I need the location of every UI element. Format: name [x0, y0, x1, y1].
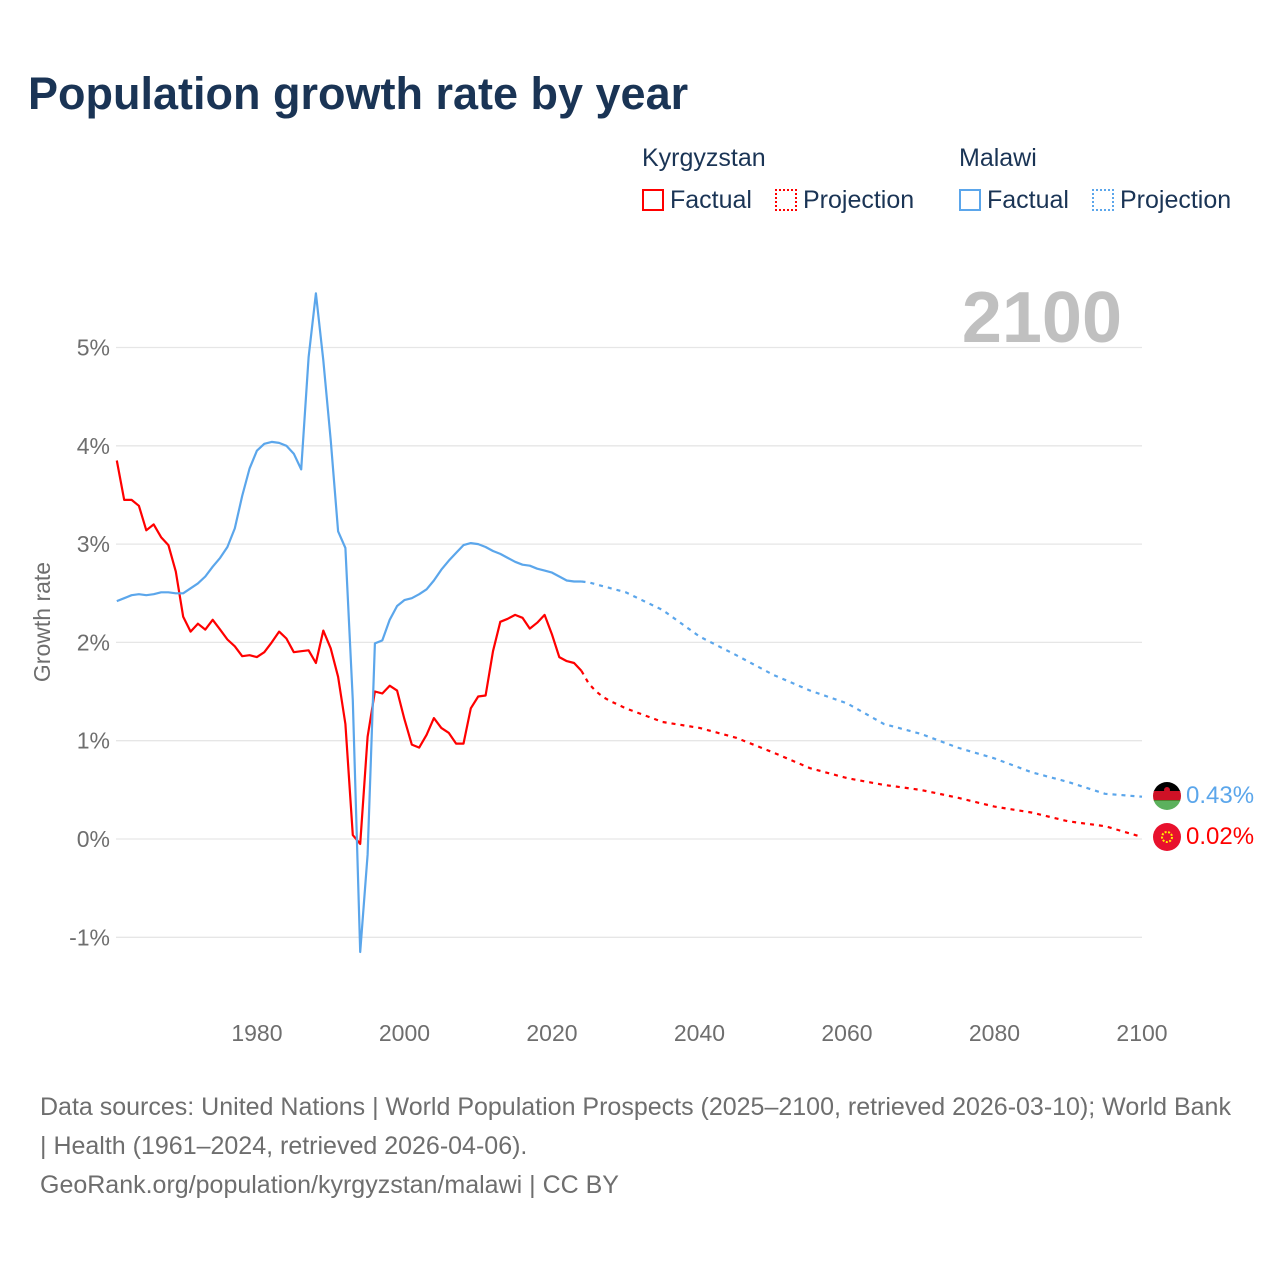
- year-watermark: 2100: [962, 278, 1122, 358]
- legend-group-malawi: Malawi: [959, 144, 1037, 172]
- x-tick-label: 2020: [526, 1020, 577, 1046]
- legend-swatch-solid-red: [642, 189, 664, 211]
- malawi-projection-line: [581, 580, 1143, 798]
- chart-title: Population growth rate by year: [28, 68, 689, 119]
- y-axis-label: Growth rate: [29, 562, 55, 682]
- legend-malawi-projection[interactable]: Projection: [1092, 186, 1231, 215]
- y-tick-label: 0%: [77, 826, 110, 852]
- legend-label: Factual: [987, 186, 1069, 214]
- legend-label: Projection: [1120, 186, 1232, 214]
- y-tick-label: 1%: [77, 728, 110, 754]
- legend-malawi-factual[interactable]: Factual: [959, 186, 1069, 215]
- legend-swatch-dotted-red: [775, 189, 797, 211]
- x-tick-label: 1980: [231, 1020, 282, 1046]
- x-tick-label: 2000: [379, 1020, 430, 1046]
- legend-swatch-solid-blue: [959, 189, 981, 211]
- y-tick-label: 5%: [77, 335, 110, 361]
- source-text: Data sources: United Nations | World Pop…: [40, 1093, 1231, 1160]
- kyrgyzstan-projection-line: [580, 670, 1143, 839]
- malawi-flag-icon: [1153, 782, 1181, 810]
- malawi-factual-line: [116, 292, 582, 954]
- legend-label: Factual: [670, 186, 752, 214]
- legend-kyrgyzstan-factual[interactable]: Factual: [642, 186, 752, 215]
- legend-kyrgyzstan-projection[interactable]: Projection: [775, 186, 914, 215]
- x-tick-label: 2080: [969, 1020, 1020, 1046]
- y-tick-label: 3%: [77, 531, 110, 557]
- kyrgyzstan-flag-icon: [1153, 823, 1181, 851]
- y-tick-label: 4%: [77, 433, 110, 459]
- legend-swatch-dotted-blue: [1092, 189, 1114, 211]
- y-tick-label: 2%: [77, 629, 110, 655]
- y-tick-label: -1%: [69, 924, 110, 950]
- malawi-end-label: 0.43%: [1186, 782, 1254, 809]
- x-tick-label: 2060: [821, 1020, 872, 1046]
- kyrgyzstan-factual-line: [115, 460, 583, 846]
- legend-label: Projection: [803, 186, 915, 214]
- source-link[interactable]: GeoRank.org/population/kyrgyzstan/malawi…: [40, 1171, 619, 1199]
- legend-group-kyrgyzstan: Kyrgyzstan: [642, 144, 766, 172]
- line-chart: 2100 -1% 0% 1% 2% 3% 4% 5% 1980 2000 2020 2040 2060…: [29, 278, 1254, 1046]
- x-tick-label: 2040: [674, 1020, 725, 1046]
- kyrgyzstan-end-label: 0.02%: [1186, 823, 1254, 850]
- source-note: Data sources: United Nations | World Pop…: [40, 1088, 1240, 1205]
- x-tick-label: 2100: [1116, 1020, 1167, 1046]
